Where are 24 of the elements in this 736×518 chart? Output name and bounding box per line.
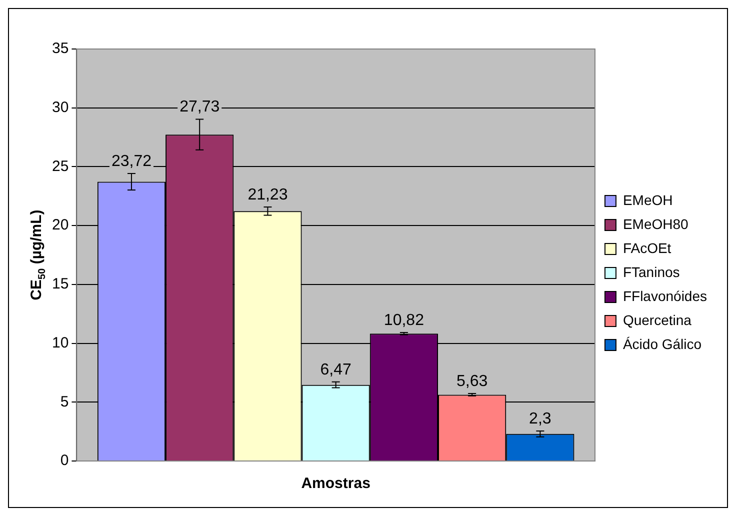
y-tick-label: 15 <box>52 276 69 293</box>
data-label: 5,63 <box>456 372 488 390</box>
legend-label: Ácido Gálico <box>622 336 702 352</box>
data-label: 10,82 <box>384 312 424 329</box>
y-axis-title: CE50 (µg/mL) <box>28 210 48 300</box>
y-tick-label: 20 <box>52 216 69 234</box>
y-tick-label: 10 <box>52 334 69 352</box>
legend-label: EMeOH80 <box>622 216 689 232</box>
data-label: 23,72 <box>111 152 152 170</box>
legend-label: FTaninos <box>622 264 680 280</box>
y-tick-label: 35 <box>52 40 69 58</box>
legend-label: EMeOH <box>622 192 673 208</box>
legend-label: FAcOEt <box>622 240 672 256</box>
data-label: 21,23 <box>248 186 288 204</box>
legend-label: Quercetina <box>622 312 692 328</box>
y-tick-label: 5 <box>60 393 69 410</box>
legend-label: FFlavonóides <box>622 288 708 304</box>
data-label: 27,73 <box>180 98 220 116</box>
y-tick-label: 0 <box>60 452 69 470</box>
data-label: 2,3 <box>529 410 552 428</box>
data-label: 6,47 <box>320 361 352 378</box>
y-tick-label: 25 <box>52 158 69 175</box>
y-tick-label: 30 <box>52 99 69 116</box>
x-axis-title: Amostras <box>301 475 370 492</box>
